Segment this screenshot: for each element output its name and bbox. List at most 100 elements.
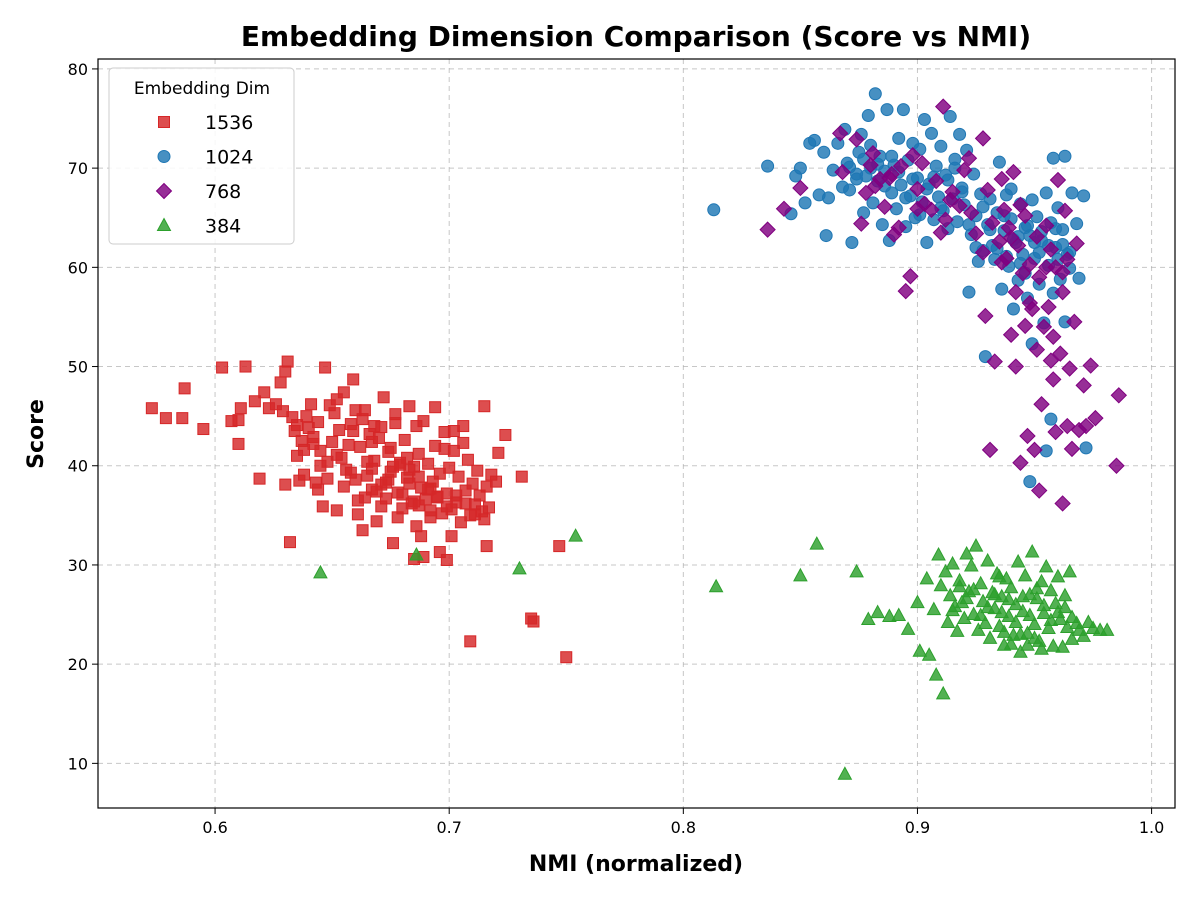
data-point-diamond <box>1007 358 1024 375</box>
data-point-square <box>197 423 210 436</box>
data-point-square <box>490 475 503 488</box>
data-point-triangle <box>882 608 897 623</box>
data-point-square <box>269 398 282 411</box>
data-point-square <box>248 395 261 408</box>
data-point-square <box>480 540 493 553</box>
data-point-square <box>370 515 383 528</box>
data-point-square <box>330 393 343 406</box>
legend-label: 768 <box>205 181 241 203</box>
data-point-square <box>410 520 423 533</box>
data-point-square <box>145 402 158 415</box>
data-point-circle <box>880 103 894 117</box>
data-point-triangle <box>996 624 1012 638</box>
legend-label: 1024 <box>205 147 253 169</box>
legend: Embedding Dim 1536 1024 768 384 <box>108 67 295 245</box>
x-tick-label: 1.0 <box>1139 818 1164 837</box>
data-point-square <box>337 386 350 399</box>
data-point-square <box>375 500 388 513</box>
data-point-square <box>478 513 491 526</box>
data-point-diamond <box>960 149 978 167</box>
data-point-diamond <box>892 157 910 175</box>
data-point-diamond <box>984 214 1001 231</box>
x-tick-label: 0.9 <box>905 818 930 837</box>
legend-marker-diamond <box>155 182 173 200</box>
data-point-triangle <box>1001 591 1017 606</box>
data-point-square <box>234 402 247 415</box>
x-axis-ticks: 0.6 0.7 0.8 0.9 1.0 <box>202 808 1164 837</box>
data-point-circle <box>1070 217 1084 231</box>
data-point-square <box>314 444 327 457</box>
data-point-square <box>232 414 245 427</box>
data-point-triangle <box>963 557 979 572</box>
data-point-square <box>403 477 416 490</box>
data-point-triangle <box>910 594 925 609</box>
data-point-diamond <box>1087 409 1104 427</box>
data-point-circle <box>798 196 812 210</box>
data-point-triangle <box>1027 616 1042 630</box>
data-point-diamond <box>1047 423 1064 441</box>
data-point-circle <box>896 103 910 117</box>
data-point-square <box>232 437 245 450</box>
data-point-circle <box>1006 302 1020 316</box>
data-point-square <box>333 424 346 437</box>
data-point-triangle <box>793 567 808 582</box>
data-point-square <box>159 412 172 425</box>
data-point-triangle <box>945 555 960 570</box>
data-point-diamond <box>834 163 851 181</box>
data-point-square <box>347 425 360 438</box>
data-point-diamond <box>981 441 999 459</box>
data-point-circle <box>817 145 831 159</box>
data-point-circle <box>899 191 913 205</box>
data-point-square <box>216 361 229 374</box>
data-point-triangle <box>1043 612 1059 627</box>
x-tick-label: 0.8 <box>671 818 696 837</box>
data-point-diamond <box>1049 171 1067 189</box>
data-point-triangle <box>926 601 942 616</box>
data-point-triangle <box>1036 605 1052 620</box>
data-point-square <box>433 546 446 559</box>
data-point-diamond <box>1026 441 1043 459</box>
grid-lines <box>98 59 1175 808</box>
data-point-triangle <box>931 546 946 561</box>
data-point-diamond <box>1002 326 1020 343</box>
data-point-diamond <box>1021 256 1039 273</box>
data-point-triangle <box>1003 579 1019 594</box>
data-point-diamond <box>1059 251 1076 268</box>
data-point-square <box>314 459 327 472</box>
legend-marker-triangle <box>156 217 172 231</box>
data-point-square <box>394 456 407 469</box>
data-point-triangle <box>837 766 853 780</box>
chart-title: Embedding Dimension Comparison (Score vs… <box>241 20 1031 53</box>
y-tick-label: 20 <box>68 655 88 674</box>
data-point-diamond <box>1075 377 1092 394</box>
data-point-triangle <box>1076 628 1092 642</box>
data-point-triangle <box>1062 563 1077 578</box>
data-point-square <box>447 444 460 457</box>
data-point-triangle <box>1022 607 1038 622</box>
data-point-triangle <box>1099 622 1115 636</box>
data-point-triangle <box>1052 611 1068 626</box>
x-tick-label: 0.6 <box>202 818 227 837</box>
data-point-diamond <box>1028 341 1046 358</box>
data-point-circle <box>707 203 721 217</box>
data-point-square <box>253 472 266 485</box>
data-point-triangle <box>1020 637 1035 651</box>
data-point-circle <box>819 229 833 243</box>
data-points <box>145 87 1128 780</box>
plot-area-frame <box>97 58 1176 809</box>
data-point-diamond <box>1002 229 1020 246</box>
data-point-triangle <box>891 607 907 622</box>
data-point-square <box>445 530 458 543</box>
data-point-triangle <box>966 581 981 596</box>
data-point-triangle <box>933 577 949 592</box>
data-point-square <box>459 497 472 510</box>
data-point-circle <box>906 172 920 186</box>
data-point-diamond <box>993 170 1010 188</box>
data-point-circle <box>889 202 903 216</box>
data-point-diamond <box>1052 345 1069 362</box>
data-point-triangle <box>1003 636 1019 650</box>
data-point-square <box>316 500 329 513</box>
data-point-triangle <box>708 578 724 593</box>
series-1536 <box>145 355 573 664</box>
